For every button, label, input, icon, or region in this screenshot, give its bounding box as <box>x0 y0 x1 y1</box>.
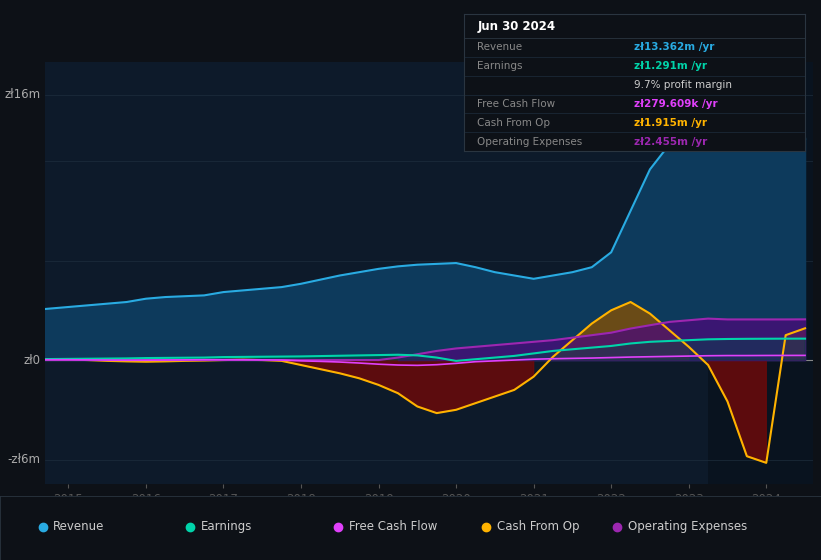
Text: zł16m: zł16m <box>4 88 40 101</box>
Text: Free Cash Flow: Free Cash Flow <box>349 520 438 533</box>
Text: Earnings: Earnings <box>478 61 523 71</box>
Text: zł1.291m /yr: zł1.291m /yr <box>635 61 707 71</box>
Text: zł13.362m /yr: zł13.362m /yr <box>635 43 714 53</box>
Text: zł2.455m /yr: zł2.455m /yr <box>635 137 708 147</box>
Text: zł1.915m /yr: zł1.915m /yr <box>635 118 707 128</box>
Text: Cash From Op: Cash From Op <box>478 118 551 128</box>
Text: Earnings: Earnings <box>201 520 253 533</box>
Text: Operating Expenses: Operating Expenses <box>478 137 583 147</box>
Text: Free Cash Flow: Free Cash Flow <box>478 99 556 109</box>
Text: Jun 30 2024: Jun 30 2024 <box>478 20 556 32</box>
Text: zł0: zł0 <box>24 353 40 367</box>
Text: zł279.609k /yr: zł279.609k /yr <box>635 99 718 109</box>
Text: 9.7% profit margin: 9.7% profit margin <box>635 80 732 90</box>
Text: Cash From Op: Cash From Op <box>497 520 579 533</box>
Text: -zł6m: -zł6m <box>7 453 40 466</box>
Bar <box>708 62 821 484</box>
Text: Revenue: Revenue <box>53 520 105 533</box>
Text: Revenue: Revenue <box>478 43 523 53</box>
Text: Operating Expenses: Operating Expenses <box>628 520 747 533</box>
